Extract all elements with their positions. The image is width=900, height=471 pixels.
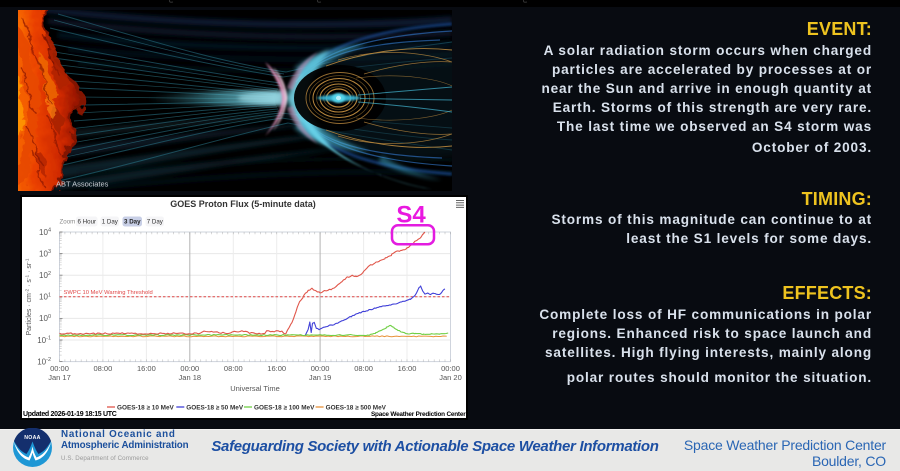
svg-text:00:00: 00:00	[50, 364, 69, 373]
svg-text:Jan 20: Jan 20	[439, 373, 462, 382]
svg-text:1 Day: 1 Day	[101, 218, 118, 225]
svg-text:Jan 19: Jan 19	[308, 373, 331, 382]
svg-text:103: 103	[39, 249, 51, 258]
svg-text:Space Weather Prediction Cente: Space Weather Prediction Center	[370, 411, 465, 418]
svg-text:00:00: 00:00	[441, 364, 460, 373]
svg-text:ABT Associates: ABT Associates	[56, 180, 109, 189]
svg-text:10-1: 10-1	[37, 335, 51, 344]
svg-text:GOES-18 ≥ 50 MeV: GOES-18 ≥ 50 MeV	[186, 404, 244, 411]
svg-text:7 Day: 7 Day	[146, 218, 163, 225]
svg-text:10-2: 10-2	[37, 357, 51, 366]
svg-text:08:00: 08:00	[354, 364, 373, 373]
svg-text:Jan 18: Jan 18	[178, 373, 201, 382]
svg-text:GOES-18 ≥ 10 MeV: GOES-18 ≥ 10 MeV	[117, 404, 175, 411]
svg-text:00:00: 00:00	[180, 364, 199, 373]
svg-text:S4: S4	[396, 201, 426, 228]
svg-text:16:00: 16:00	[137, 364, 156, 373]
svg-text:Universal Time: Universal Time	[230, 384, 280, 393]
svg-text:00:00: 00:00	[310, 364, 329, 373]
svg-text:SWPC 10 MeV Warning Threshold: SWPC 10 MeV Warning Threshold	[63, 290, 152, 296]
svg-text:GOES Proton Flux (5-minute dat: GOES Proton Flux (5-minute data)	[170, 199, 316, 209]
svg-text:08:00: 08:00	[223, 364, 242, 373]
svg-text:GOES-18 ≥ 500 MeV: GOES-18 ≥ 500 MeV	[325, 404, 386, 411]
svg-text:100: 100	[39, 314, 51, 323]
svg-text:Updated 2026-01-19 18:15 UTC: Updated 2026-01-19 18:15 UTC	[23, 411, 117, 418]
svg-text:Particles · cm-2 · s-1 · sr-1: Particles · cm-2 · s-1 · sr-1	[24, 258, 33, 335]
svg-text:16:00: 16:00	[267, 364, 286, 373]
svg-text:104: 104	[39, 227, 51, 236]
svg-text:6 Hour: 6 Hour	[77, 218, 96, 225]
svg-text:Zoom: Zoom	[59, 218, 75, 225]
svg-text:3 Day: 3 Day	[124, 218, 141, 225]
svg-text:102: 102	[39, 270, 51, 279]
svg-text:NOAA: NOAA	[24, 435, 40, 441]
svg-text:Jan 17: Jan 17	[48, 373, 71, 382]
svg-text:16:00: 16:00	[397, 364, 416, 373]
svg-text:08:00: 08:00	[93, 364, 112, 373]
svg-text:GOES-18 ≥ 100 MeV: GOES-18 ≥ 100 MeV	[254, 404, 315, 411]
svg-text:101: 101	[39, 292, 51, 301]
